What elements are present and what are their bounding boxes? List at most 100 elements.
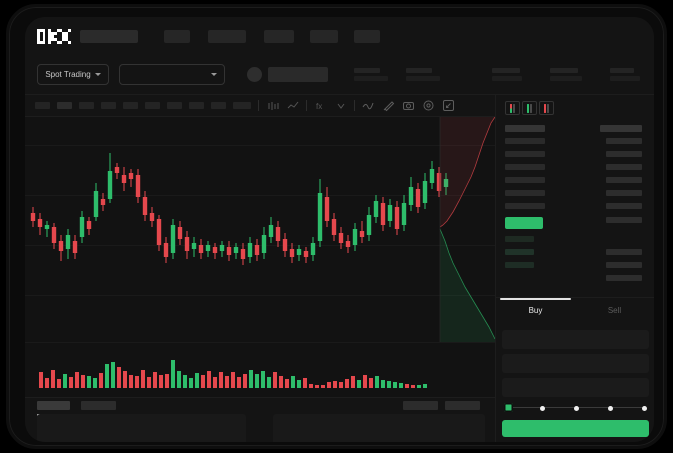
order-book-header-right [600,125,642,132]
svg-text:fx: fx [316,102,322,111]
okx-logo[interactable] [37,28,71,44]
timeframe-button[interactable] [57,102,72,109]
candlestick-series [30,153,449,265]
timeframe-button[interactable] [145,102,160,109]
spot-trading-dropdown[interactable]: Spot Trading [37,64,109,85]
tab-open-orders[interactable] [37,401,70,410]
app-screen: Spot Trading [25,17,654,442]
slider-step-dot[interactable] [608,405,613,411]
order-book-ask-row[interactable] [505,203,545,209]
order-book-panel [495,95,654,297]
orders-column-right [273,414,485,442]
order-book-mode-bids[interactable] [522,101,537,115]
compare-icon[interactable] [334,99,347,112]
price-field[interactable] [502,330,649,349]
market-sub-header: Spot Trading [25,55,654,95]
nav-search-placeholder[interactable] [80,29,138,43]
toolbar-divider [306,100,307,111]
order-book-ask-row[interactable] [505,190,545,196]
trade-form-panel: Buy Sell [495,297,654,442]
chart-gridline [25,245,495,246]
order-book-bid-row[interactable] [505,275,534,281]
order-book-mode-asks[interactable] [539,101,554,115]
sell-tab[interactable]: Sell [575,298,654,323]
nav-item-1[interactable] [164,29,190,43]
buy-tab-underline [500,298,571,300]
chart-type-candles-icon[interactable] [266,99,279,112]
slider-step-dot[interactable] [642,405,647,411]
market-depth-overlay [439,117,495,342]
tab-filter-2[interactable] [445,401,480,410]
slider-handle[interactable] [504,403,513,412]
chevron-down-icon [94,73,101,76]
order-book-header-left [505,125,545,132]
timeframe-button[interactable] [35,102,50,109]
price-chart[interactable] [25,117,495,342]
drawing-line-icon[interactable] [362,99,375,112]
slider-step-dot[interactable] [574,405,579,411]
coin-avatar [247,67,262,82]
tab-filter-1[interactable] [403,401,438,410]
order-book-bid-row[interactable] [505,262,534,268]
timeframe-button[interactable] [167,102,182,109]
chart-type-line-icon[interactable] [286,99,299,112]
toolbar-divider [354,100,355,111]
timeframe-button[interactable] [123,102,138,109]
sell-tab-label: Sell [607,306,622,315]
stat-24h-high [492,68,522,81]
order-book-current-price [505,217,543,229]
fullscreen-icon[interactable] [442,99,455,112]
orders-panel [25,397,495,442]
timeframe-button[interactable] [189,102,204,109]
order-book-size-value [606,262,642,268]
slider-step-dot[interactable] [540,405,545,411]
order-book-mode-both[interactable] [505,101,520,115]
tab-order-history[interactable] [81,401,116,410]
amount-percent-slider[interactable] [504,403,649,412]
top-navigation-bar [25,17,654,55]
chart-toolbar: fx [25,95,495,117]
stat-last-price [354,68,388,81]
amount-field[interactable] [502,354,649,373]
nav-item-5[interactable] [354,29,380,43]
order-book-size-value [606,164,642,170]
drawing-pencil-icon[interactable] [382,99,395,112]
order-book-size-value [606,151,642,157]
chevron-down-icon [211,73,217,76]
order-book-ask-row[interactable] [505,138,545,144]
stat-24h-low [550,68,582,81]
order-book-ask-row[interactable] [505,177,545,183]
order-book-ask-row[interactable] [505,164,545,170]
order-book-size-value [606,138,642,144]
last-price-placeholder [268,67,328,82]
chart-settings-icon[interactable] [422,99,435,112]
snapshot-camera-icon[interactable] [402,99,415,112]
tablet-device-frame: Spot Trading [6,4,667,449]
order-book-size-value [606,275,642,281]
order-book-bid-row[interactable] [505,236,534,242]
order-book-bid-row[interactable] [505,249,534,255]
order-book-ask-row[interactable] [505,151,545,157]
timeframe-button[interactable] [233,102,251,109]
timeframe-button[interactable] [211,102,226,109]
timeframe-button[interactable] [101,102,116,109]
total-field[interactable] [502,378,649,397]
spot-trading-label: Spot Trading [45,70,91,79]
order-book-size-value [606,177,642,183]
nav-item-4[interactable] [310,29,338,43]
trading-pair-dropdown[interactable] [119,64,225,85]
buy-tab[interactable]: Buy [496,298,575,323]
stat-24h-change [406,68,440,81]
timeframe-button[interactable] [79,102,94,109]
stat-24h-volume [610,68,640,81]
chart-gridline [25,295,495,296]
indicators-icon[interactable]: fx [314,99,327,112]
volume-bars [39,360,427,388]
order-book-size-value [606,190,642,196]
volume-histogram [25,342,495,397]
nav-item-3[interactable] [264,29,294,43]
place-buy-order-button[interactable] [502,420,649,437]
nav-item-2[interactable] [208,29,246,43]
buy-tab-label: Buy [528,306,543,315]
chart-gridline [25,145,495,146]
